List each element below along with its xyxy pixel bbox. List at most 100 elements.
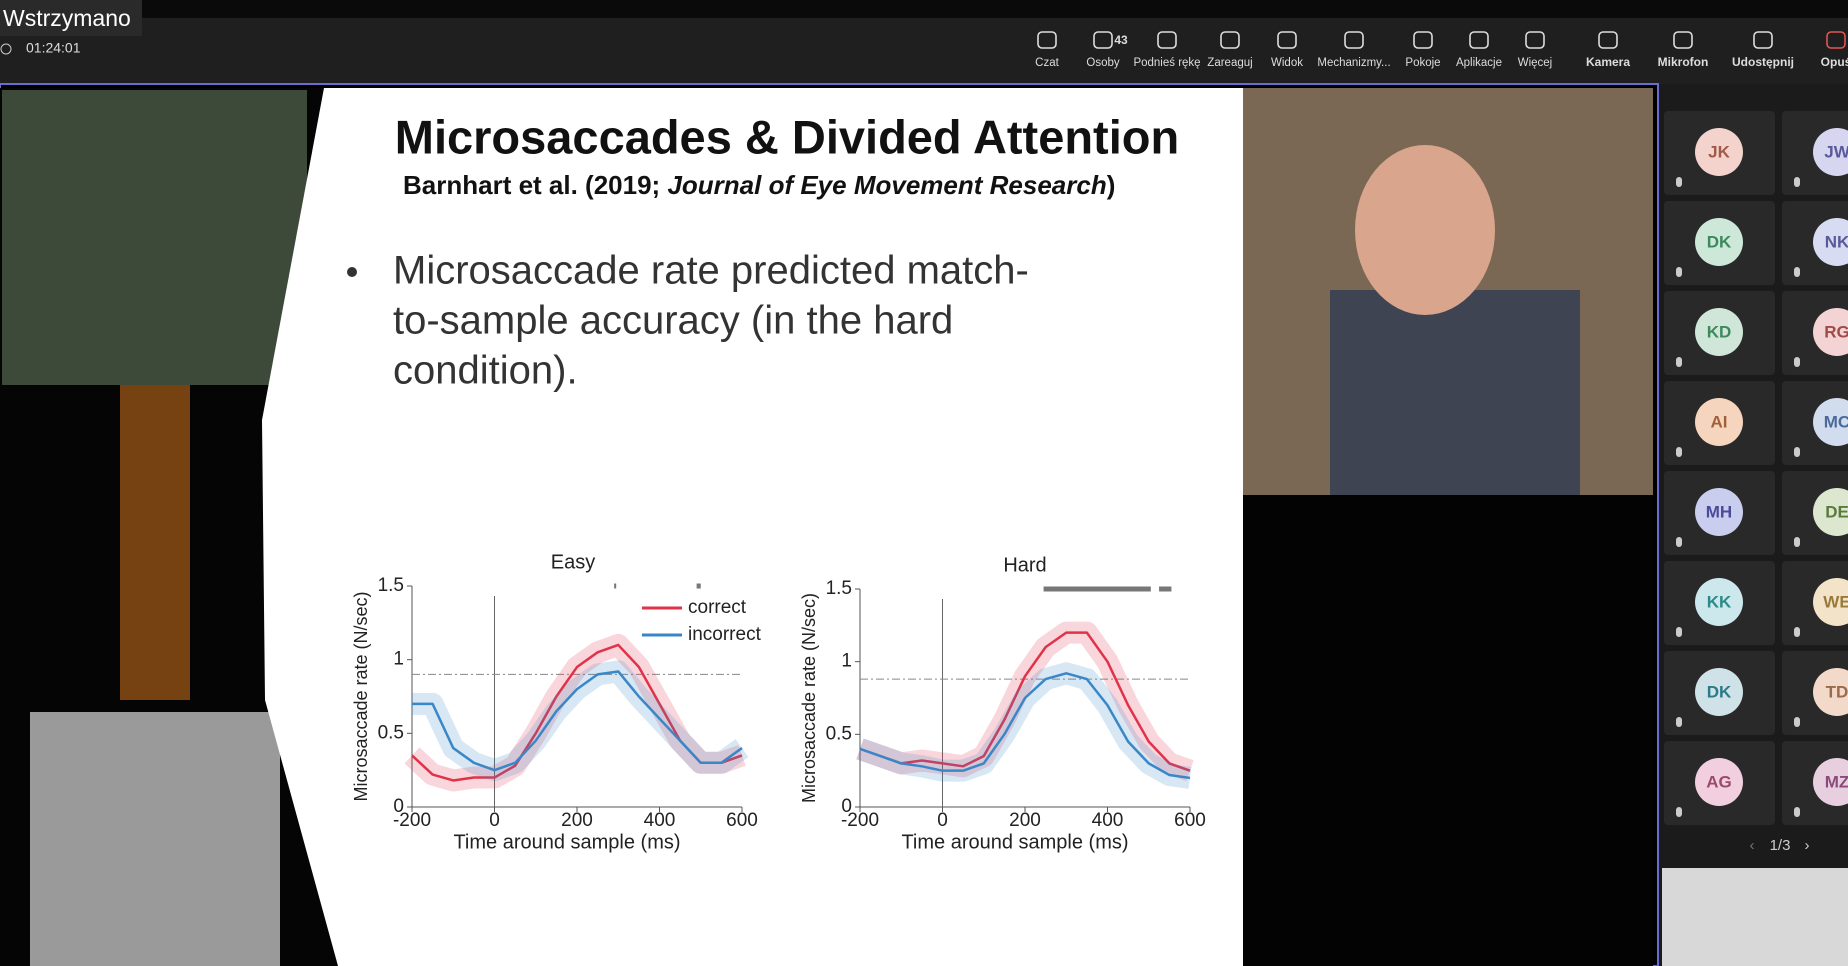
toolbar-icon[interactable] — [1469, 31, 1489, 49]
avatar — [1813, 488, 1848, 536]
toolbar-icon[interactable] — [1525, 31, 1545, 49]
avatar — [1695, 488, 1743, 536]
x-tick-label: 400 — [1092, 810, 1124, 831]
participant-initials: MC — [1824, 412, 1848, 431]
mute-icon — [1794, 807, 1800, 817]
chart-title: Hard — [1003, 554, 1046, 576]
toolbar-icon[interactable] — [1220, 31, 1240, 49]
toolbar-label[interactable]: Mechanizmy... — [1317, 57, 1390, 69]
toolbar-icon[interactable] — [1826, 31, 1846, 49]
mute-icon — [1794, 357, 1800, 367]
citation-journal: Journal of Eye Movement Research — [667, 170, 1106, 200]
x-tick-label: -200 — [393, 810, 431, 831]
photo-scientists — [2, 90, 307, 385]
avatar — [1813, 668, 1848, 716]
participant-initials: NK — [1825, 232, 1848, 251]
participant-initials: KD — [1707, 322, 1732, 341]
glow — [120, 380, 190, 700]
toolbar-icon[interactable] — [1673, 31, 1693, 49]
bullet-dot — [347, 267, 357, 277]
participant-initials: WE — [1823, 592, 1848, 611]
mute-icon — [1794, 177, 1800, 187]
toolbar-icon[interactable] — [1344, 31, 1364, 49]
citation-authors: Barnhart et al. (2019; — [403, 170, 667, 200]
mute-icon — [1676, 807, 1682, 817]
x-tick-label: -200 — [841, 810, 879, 831]
pager[interactable]: 1/3 — [1770, 837, 1791, 854]
toolbar-label[interactable]: Aplikacje — [1456, 57, 1502, 69]
avatar — [1813, 758, 1848, 806]
toolbar-bg — [0, 18, 1848, 84]
toolbar-label[interactable]: Więcej — [1518, 57, 1553, 69]
x-tick-label: 0 — [937, 810, 948, 831]
toolbar-icon[interactable] — [1157, 31, 1177, 49]
x-tick-label: 600 — [726, 810, 758, 831]
toolbar-label[interactable]: Widok — [1271, 57, 1303, 69]
timer: 01:24:01 — [26, 40, 81, 56]
y-tick-label: 0.5 — [378, 722, 404, 743]
pager-prev[interactable]: ‹ — [1750, 837, 1755, 854]
toolbar-label[interactable]: Czat — [1035, 57, 1059, 69]
y-tick-label: 0 — [841, 796, 852, 817]
title-bar — [0, 0, 1848, 18]
mute-icon — [1676, 267, 1682, 277]
y-tick-label: 0 — [393, 796, 404, 817]
participant-initials: JW — [1824, 142, 1848, 161]
mute-icon — [1794, 717, 1800, 727]
participant-initials: DK — [1707, 232, 1732, 251]
mute-icon — [1676, 357, 1682, 367]
self-video — [1662, 868, 1848, 966]
toolbar-label[interactable]: Mikrofon — [1658, 55, 1709, 69]
avatar — [1813, 128, 1848, 176]
x-tick-label: 400 — [644, 810, 676, 831]
y-tick-label: 0.5 — [826, 723, 852, 744]
citation-end: ) — [1107, 170, 1116, 200]
speaker-head — [1355, 145, 1495, 315]
avatar — [1695, 218, 1743, 266]
mute-icon — [1794, 447, 1800, 457]
toolbar-icon[interactable] — [1037, 31, 1057, 49]
x-tick-label: 0 — [489, 810, 500, 831]
toolbar-label[interactable]: Udostępnij — [1732, 55, 1794, 69]
slide — [262, 88, 1243, 966]
speaker-body — [1330, 290, 1580, 495]
toolbar-label[interactable]: Podnieś rękę — [1133, 57, 1200, 69]
slide-title: Microsaccades & Divided Attention — [395, 110, 1179, 163]
toolbar-icon[interactable] — [1277, 31, 1297, 49]
toolbar-label[interactable]: Pokoje — [1405, 57, 1440, 69]
y-tick-label: 1.5 — [826, 578, 852, 599]
avatar — [1813, 218, 1848, 266]
toolbar-count: 43 — [1114, 33, 1128, 47]
series-line — [859, 631, 1191, 772]
avatar — [1695, 578, 1743, 626]
mute-icon — [1794, 537, 1800, 547]
toolbar-icon[interactable] — [1598, 31, 1618, 49]
legend-label: correct — [688, 597, 747, 618]
photo-presenter — [30, 712, 280, 966]
series-line — [412, 670, 743, 772]
x-axis-label: Time around sample (ms) — [453, 831, 680, 853]
toolbar-icon[interactable] — [1093, 31, 1113, 49]
toolbar-label[interactable]: Opuś — [1821, 55, 1848, 69]
avatar — [1695, 128, 1743, 176]
toolbar-label[interactable]: Kamera — [1586, 55, 1630, 69]
bullet-line: condition). — [393, 349, 578, 393]
y-tick-label: 1 — [393, 649, 404, 670]
citation: Barnhart et al. (2019; Journal of Eye Mo… — [403, 170, 1115, 200]
x-tick-label: 200 — [561, 810, 593, 831]
toolbar-label[interactable]: Osoby — [1086, 57, 1119, 69]
avatar — [1813, 308, 1848, 356]
toolbar-icon[interactable] — [1413, 31, 1433, 49]
pager-next[interactable]: › — [1805, 837, 1810, 854]
participant-initials: KK — [1707, 592, 1732, 611]
x-tick-label: 200 — [1009, 810, 1041, 831]
video-empty — [1243, 495, 1653, 966]
mute-icon — [1794, 267, 1800, 277]
participant-initials: DK — [1707, 682, 1732, 701]
mute-icon — [1676, 177, 1682, 187]
toolbar-label[interactable]: Zareaguj — [1207, 57, 1252, 69]
toolbar-icon[interactable] — [1753, 31, 1773, 49]
status-box — [0, 0, 142, 36]
chart-title: Easy — [551, 551, 595, 573]
